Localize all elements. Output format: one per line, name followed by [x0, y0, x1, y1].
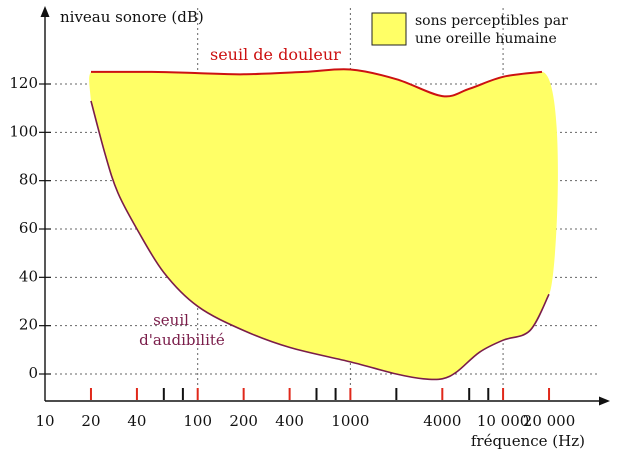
audible-area	[89, 69, 558, 380]
x-tick-label-1000: 1000	[331, 412, 369, 430]
y-axis-title: niveau sonore (dB)	[60, 8, 204, 26]
legend-swatch	[371, 12, 407, 46]
y-tick-label-80: 80	[19, 171, 38, 189]
x-axis-title: fréquence (Hz)	[471, 432, 585, 450]
x-tick-label-400: 400	[275, 412, 304, 430]
x-tick-label-40: 40	[127, 412, 146, 430]
x-tick-label-10000: 10 000	[477, 412, 530, 430]
x-tick-label-20000: 20 000	[523, 412, 576, 430]
y-tick-label-100: 100	[9, 122, 38, 140]
legend-line-1: sons perceptibles par	[415, 13, 568, 29]
x-tick-label-4000: 4000	[423, 412, 461, 430]
legend-line-2: une oreille humaine	[415, 31, 557, 47]
x-tick-label-10: 10	[35, 412, 54, 430]
pain-threshold-label: seuil de douleur	[210, 45, 341, 64]
audibility-label-line-1: seuil	[153, 311, 189, 329]
x-axis-arrow	[599, 396, 610, 406]
y-tick-label-60: 60	[19, 219, 38, 237]
audibility-label-line-2: d'audibilité	[139, 331, 225, 349]
axes-layer	[40, 6, 610, 406]
x-tick-label-100: 100	[183, 412, 212, 430]
ticks-layer: 0 20 40 60 80 100 120 10 20 40 100 200 400 1000 4000 10…	[9, 74, 575, 430]
pain-threshold-curve	[90, 68, 543, 98]
y-tick-label-0: 0	[28, 364, 38, 382]
y-tick-label-40: 40	[19, 267, 38, 285]
y-tick-label-20: 20	[19, 316, 38, 334]
audibility-threshold-curve	[90, 100, 550, 381]
y-tick-label-120: 120	[9, 74, 38, 92]
x-tick-label-200: 200	[229, 412, 258, 430]
y-axis-arrow	[40, 6, 50, 17]
x-tick-label-20: 20	[81, 412, 100, 430]
